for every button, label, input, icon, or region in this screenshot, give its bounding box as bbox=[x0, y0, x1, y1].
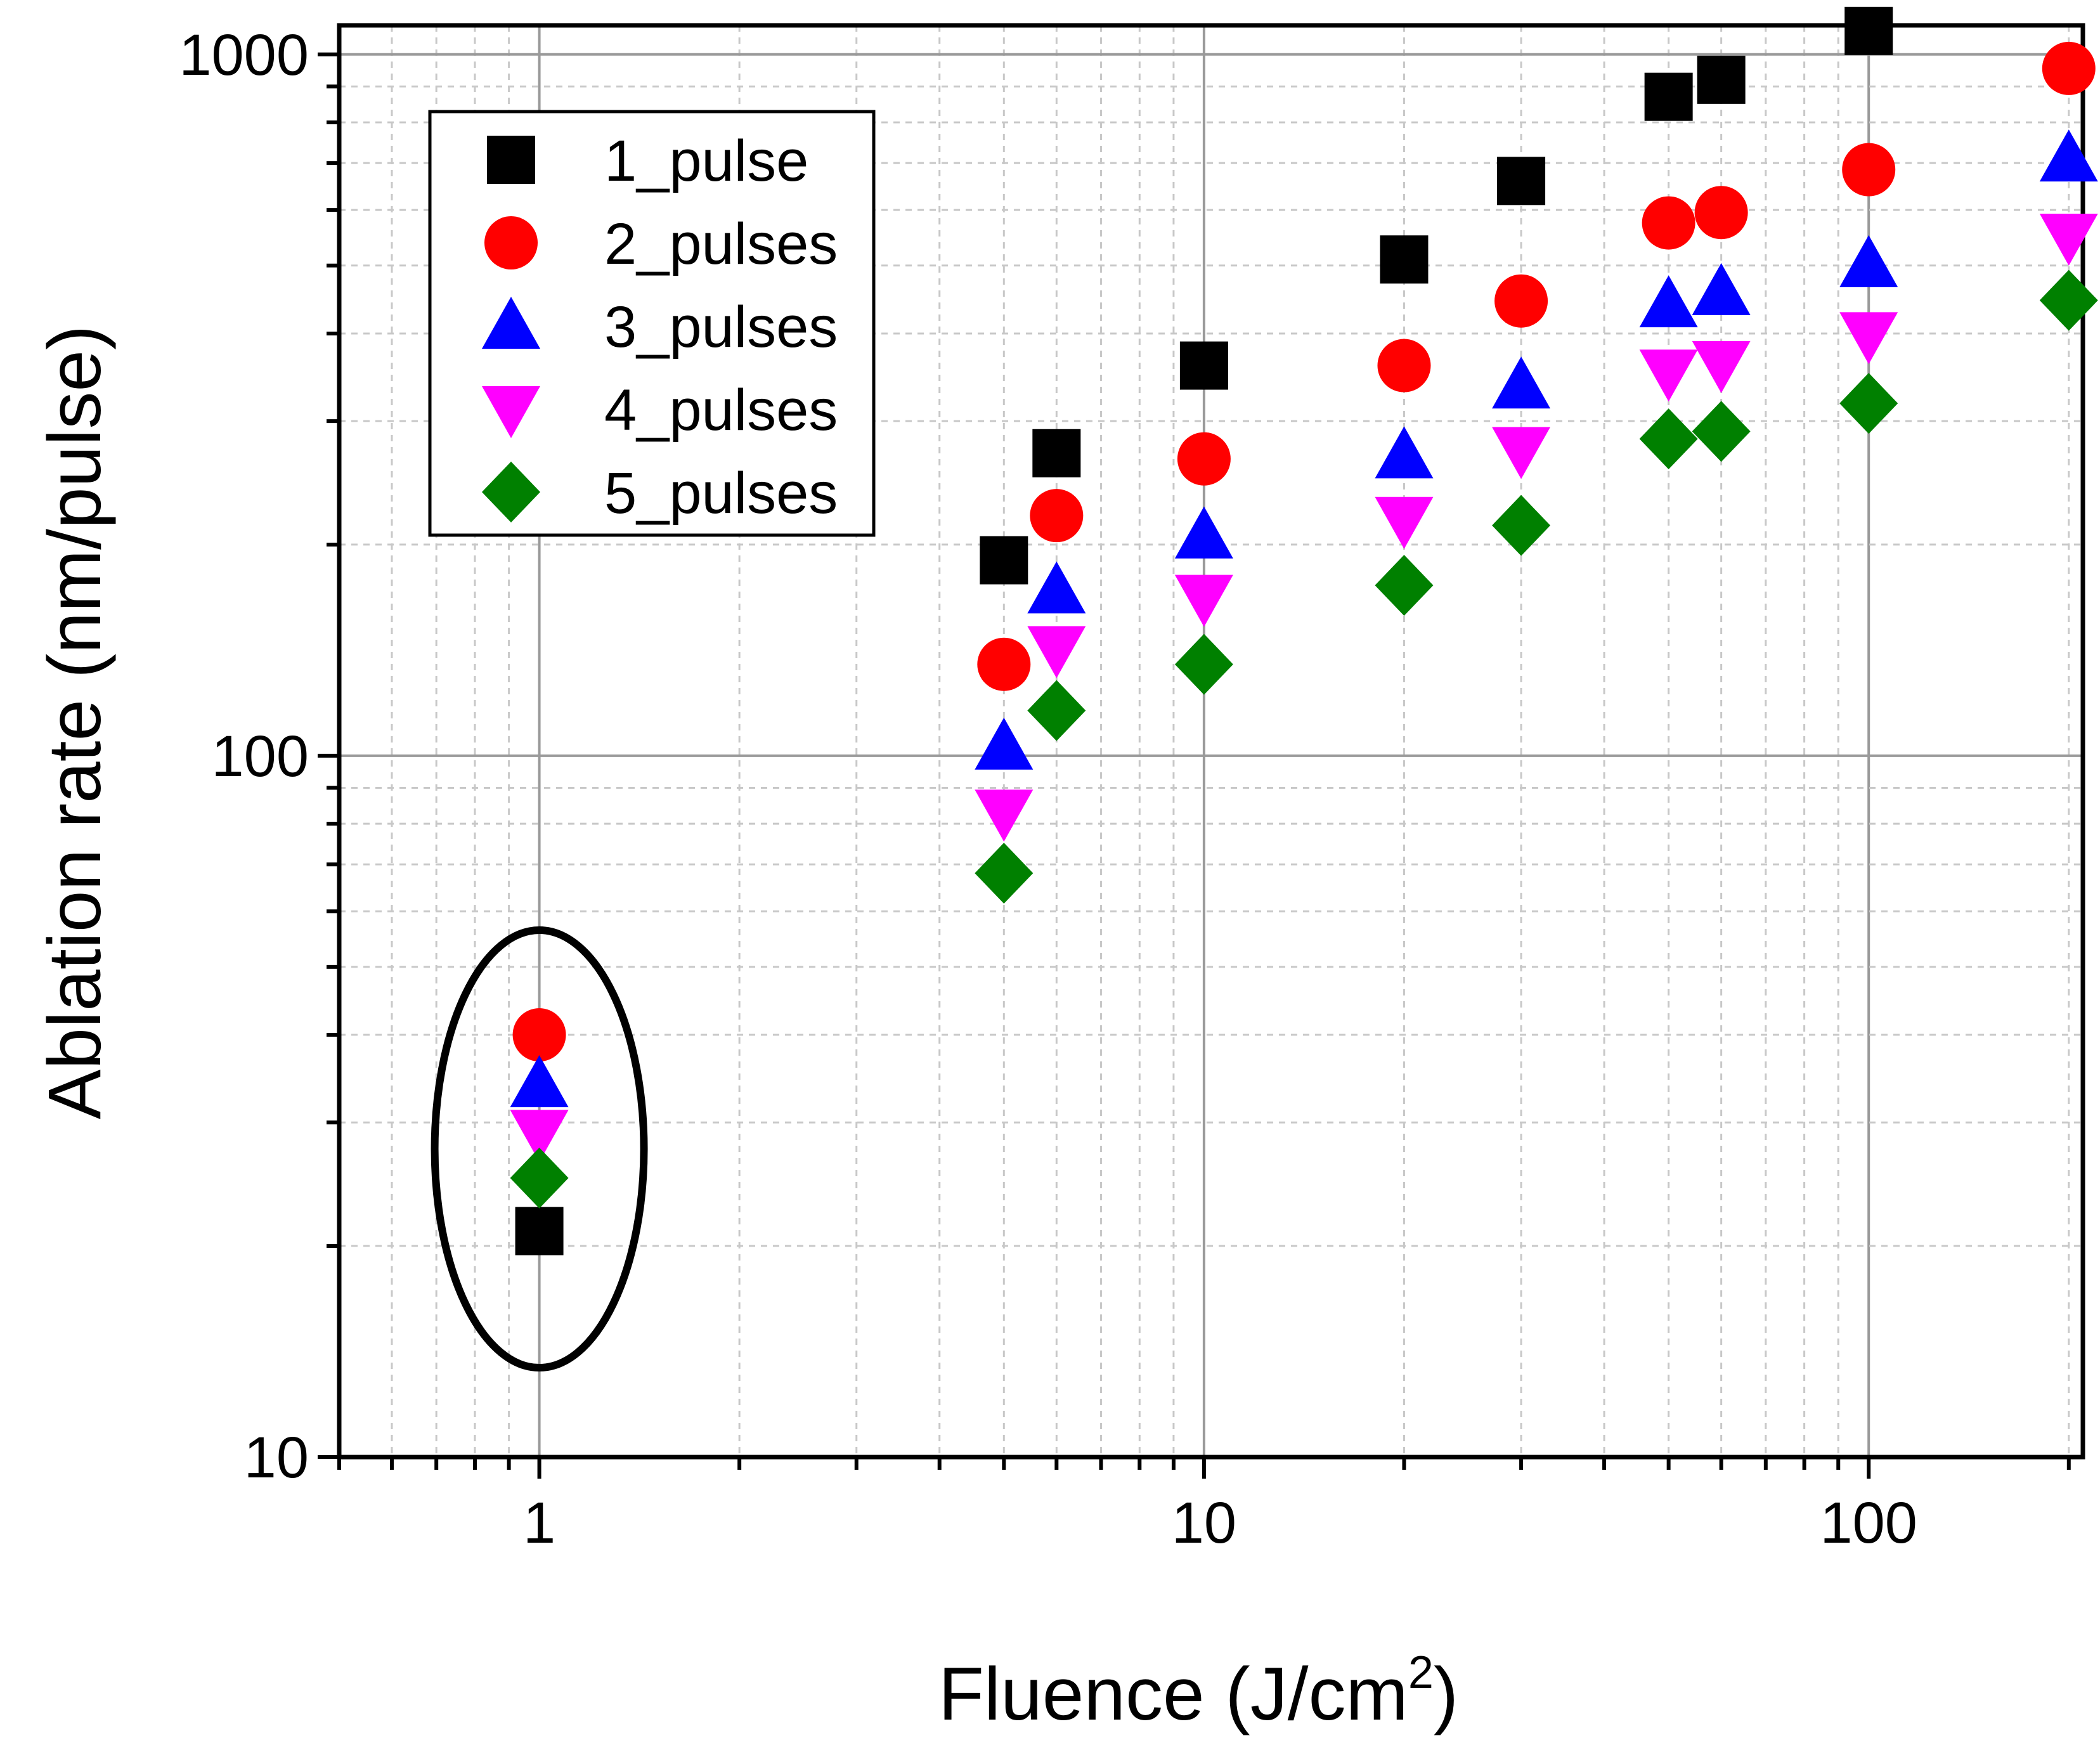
data-point bbox=[1842, 143, 1896, 197]
data-point bbox=[975, 717, 1034, 770]
x-tick-label: 100 bbox=[1820, 1491, 1917, 1555]
y-tick-label: 1000 bbox=[179, 23, 309, 88]
data-point bbox=[2042, 41, 2096, 95]
data-point bbox=[1030, 489, 1084, 543]
data-point bbox=[1027, 561, 1086, 614]
data-point bbox=[1179, 341, 1228, 390]
data-point bbox=[512, 1008, 566, 1062]
data-point bbox=[1694, 186, 1748, 240]
legend-label: 4_pulses bbox=[604, 378, 838, 443]
data-point bbox=[1375, 426, 1434, 479]
annotation-ellipse bbox=[431, 926, 648, 1372]
data-point bbox=[1844, 6, 1893, 55]
data-point bbox=[1639, 349, 1698, 402]
series-5_pulses bbox=[510, 269, 2098, 1209]
data-point bbox=[975, 843, 1034, 904]
data-point bbox=[1492, 356, 1551, 409]
legend-marker bbox=[487, 136, 535, 184]
data-point bbox=[1375, 496, 1434, 549]
legend-label: 2_pulses bbox=[604, 212, 838, 276]
y-tick-label: 100 bbox=[212, 724, 309, 789]
data-point bbox=[1174, 506, 1233, 559]
data-point bbox=[1497, 157, 1546, 205]
data-point bbox=[1639, 275, 1698, 328]
x-tick-labels: 1 10 100 bbox=[523, 1491, 1917, 1555]
legend-marker bbox=[482, 462, 540, 522]
legend-marker bbox=[484, 216, 538, 269]
x-tick-label: 1 bbox=[523, 1491, 555, 1555]
data-point bbox=[1692, 401, 1751, 462]
data-point bbox=[1692, 340, 1751, 393]
data-point bbox=[1492, 427, 1551, 479]
data-point bbox=[975, 789, 1034, 842]
data-point bbox=[510, 1055, 569, 1108]
legend-label: 3_pulses bbox=[604, 295, 838, 360]
series-1_pulse bbox=[515, 6, 1893, 1255]
data-point bbox=[1032, 429, 1081, 477]
series-2_pulses bbox=[512, 41, 2096, 1062]
data-point bbox=[1380, 235, 1429, 284]
data-point bbox=[1639, 408, 1698, 470]
data-point bbox=[510, 1110, 569, 1162]
data-point bbox=[2039, 213, 2098, 266]
data-point bbox=[977, 637, 1031, 691]
data-points bbox=[510, 6, 2098, 1255]
data-point bbox=[510, 1147, 569, 1209]
legend-marker bbox=[482, 386, 540, 438]
data-point bbox=[1492, 495, 1551, 556]
plot-frame bbox=[337, 23, 2085, 1460]
data-point bbox=[1692, 263, 1751, 315]
legend-marker bbox=[482, 297, 540, 349]
legend-label: 1_pulse bbox=[604, 129, 808, 193]
data-point bbox=[1177, 432, 1231, 486]
data-point bbox=[515, 1207, 564, 1255]
y-tick-labels: 10 100 1000 bbox=[179, 23, 309, 1490]
data-point bbox=[1642, 196, 1695, 250]
data-point bbox=[1174, 574, 1233, 627]
legend: 1_pulse 2_pulses 3_pulses 4_pulses 5_pulses bbox=[428, 110, 876, 537]
series-3_pulses bbox=[510, 129, 2098, 1108]
data-point bbox=[1174, 633, 1233, 695]
series-4_pulses bbox=[510, 213, 2098, 1162]
data-point bbox=[1494, 274, 1548, 328]
data-point bbox=[1377, 339, 1431, 392]
data-point bbox=[1839, 373, 1898, 434]
data-point bbox=[980, 536, 1028, 585]
data-point bbox=[1027, 680, 1086, 741]
data-point bbox=[1027, 626, 1086, 678]
legend-label: 5_pulses bbox=[604, 461, 838, 526]
data-point bbox=[2039, 269, 2098, 331]
data-point bbox=[1839, 312, 1898, 365]
data-point bbox=[1697, 55, 1746, 104]
grid-lines bbox=[338, 25, 2083, 1458]
data-point bbox=[2039, 129, 2098, 182]
x-axis-title: Fluence (J/cm2) bbox=[938, 1647, 1458, 1736]
y-axis-title: Ablation rate (nm/pulse) bbox=[33, 325, 117, 1120]
y-tick-label: 10 bbox=[244, 1425, 309, 1490]
data-point bbox=[1839, 235, 1898, 287]
data-point bbox=[1644, 72, 1693, 121]
data-point bbox=[1375, 555, 1434, 616]
x-tick-label: 10 bbox=[1172, 1491, 1236, 1555]
